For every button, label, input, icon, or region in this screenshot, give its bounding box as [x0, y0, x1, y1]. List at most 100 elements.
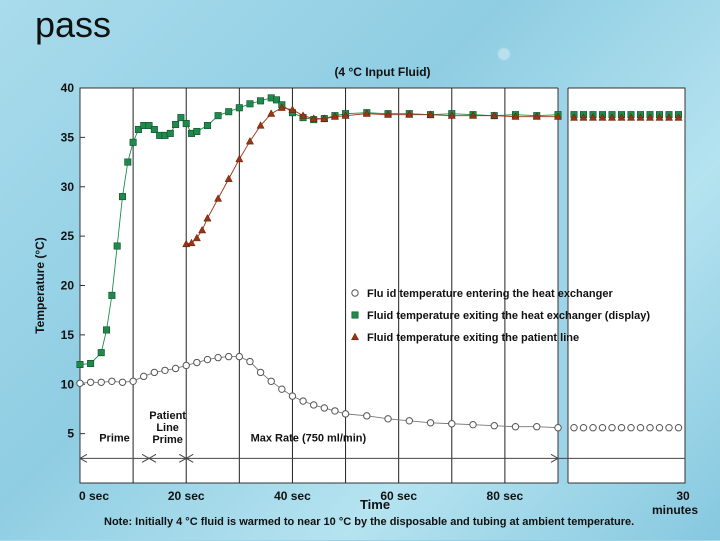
data-point [320, 404, 329, 412]
data-point [203, 214, 212, 222]
x-tick-label: 30 [676, 489, 690, 503]
data-point [273, 96, 281, 104]
data-point [97, 349, 105, 357]
y-tick-label: 20 [61, 279, 75, 293]
data-point [103, 326, 111, 334]
data-point [598, 113, 607, 121]
data-point [448, 420, 456, 428]
data-point [511, 112, 520, 120]
data-point [225, 108, 233, 116]
data-point [187, 238, 196, 247]
x-axis-title: Time [360, 497, 390, 512]
data-point [607, 113, 617, 121]
data-point [150, 368, 159, 377]
data-point [331, 407, 339, 415]
x-tick-label: 0 sec [79, 489, 109, 503]
data-point [533, 423, 541, 431]
x-tick-label: 40 sec [274, 489, 311, 503]
data-point [554, 424, 562, 432]
data-point [182, 361, 190, 370]
data-point [532, 112, 541, 120]
chart-panel: 5 10 15 20 25 30 35 40 0 sec 20 sec 40 sec 60 sec 80… [20, 50, 700, 536]
data-point [674, 424, 683, 432]
data-point [341, 111, 350, 119]
data-point [664, 113, 674, 121]
phase-label: Max Rate (750 ml/min) [251, 433, 367, 445]
data-point [129, 377, 137, 385]
y-tick-label: 35 [61, 130, 75, 144]
data-point [636, 424, 645, 432]
data-point [214, 353, 222, 362]
data-point [617, 113, 626, 121]
plot-area [79, 87, 686, 484]
data-point [145, 122, 153, 130]
data-point [511, 423, 520, 431]
data-point [124, 158, 132, 166]
temperature-chart: 5 10 15 20 25 30 35 40 0 sec 20 sec 40 sec 60 sec 80… [33, 65, 698, 517]
data-point [76, 379, 84, 387]
data-point [267, 109, 276, 117]
data-point [245, 137, 254, 145]
x-tick-label: 60 sec [380, 489, 417, 503]
legend-label: Fluid temperature exiting the heat excha… [367, 310, 650, 322]
data-point [426, 110, 435, 118]
data-point [86, 378, 95, 386]
data-point [626, 113, 636, 121]
data-point [235, 154, 244, 163]
data-point [161, 366, 169, 375]
axis-break [558, 86, 568, 485]
data-point [150, 125, 158, 133]
data-point [655, 424, 664, 432]
phase-label: Line [156, 422, 179, 434]
chart-title: (4 °C Input Fluid) [334, 65, 430, 79]
data-point [469, 421, 477, 429]
data-point [257, 97, 265, 105]
data-point [277, 103, 286, 111]
data-point [108, 377, 116, 385]
data-point [553, 112, 563, 120]
data-point [384, 110, 393, 118]
data-point [608, 424, 616, 432]
slide-title: pass [35, 4, 112, 45]
data-point [405, 417, 413, 425]
legend-marker [351, 289, 359, 297]
phase-label: Prime [99, 433, 130, 445]
data-point [646, 424, 654, 432]
y-tick-label: 5 [67, 427, 74, 441]
data-point [246, 100, 254, 108]
data-point [426, 419, 435, 427]
data-point [235, 104, 243, 112]
y-tick-label: 40 [61, 81, 75, 95]
phase-arrow-right [550, 453, 560, 463]
legend-marker [350, 332, 360, 341]
data-point [171, 364, 180, 373]
data-point [363, 412, 371, 420]
data-point [490, 422, 498, 430]
data-point [203, 122, 211, 130]
data-point [177, 114, 185, 122]
y-tick-label: 25 [61, 229, 75, 243]
data-point [655, 113, 664, 121]
data-point [198, 225, 207, 234]
data-point [405, 110, 414, 118]
legend-label: Flu id temperature entering the heat exc… [367, 288, 613, 300]
x-tick-label: 20 sec [168, 489, 205, 503]
data-point [288, 392, 297, 400]
y-axis-title: Temperature (°C) [33, 237, 47, 334]
data-point [490, 111, 499, 119]
data-point [645, 113, 655, 121]
data-point [447, 111, 456, 119]
phase-arrow-left [148, 453, 157, 463]
data-point [469, 111, 478, 119]
phase-arrow-left [185, 453, 194, 463]
data-point [309, 114, 318, 122]
data-point [214, 112, 222, 120]
data-point [118, 378, 127, 386]
data-point [330, 112, 339, 120]
data-point [214, 194, 223, 202]
data-point [87, 360, 95, 368]
data-point [309, 401, 318, 409]
data-point [113, 242, 121, 250]
data-point [598, 424, 607, 432]
data-point [579, 424, 588, 432]
